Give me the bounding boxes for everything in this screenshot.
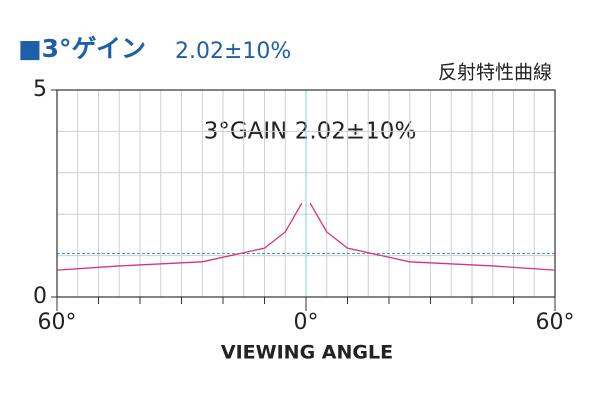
x-tick-label: 60° bbox=[536, 310, 575, 335]
chart-subtitle: 反射特性曲線 bbox=[438, 62, 552, 84]
chart-title-value: 2.02±10% bbox=[175, 39, 291, 64]
chart-title: ■3°ゲイン bbox=[18, 34, 146, 63]
x-tick-label: 60° bbox=[38, 310, 77, 335]
x-axis-label: VIEWING ANGLE bbox=[221, 342, 393, 364]
y-tick-label: 5 bbox=[33, 77, 47, 102]
x-tick-label: 0° bbox=[294, 310, 319, 335]
y-tick-label: 0 bbox=[33, 284, 47, 309]
data-line bbox=[56, 202, 556, 271]
